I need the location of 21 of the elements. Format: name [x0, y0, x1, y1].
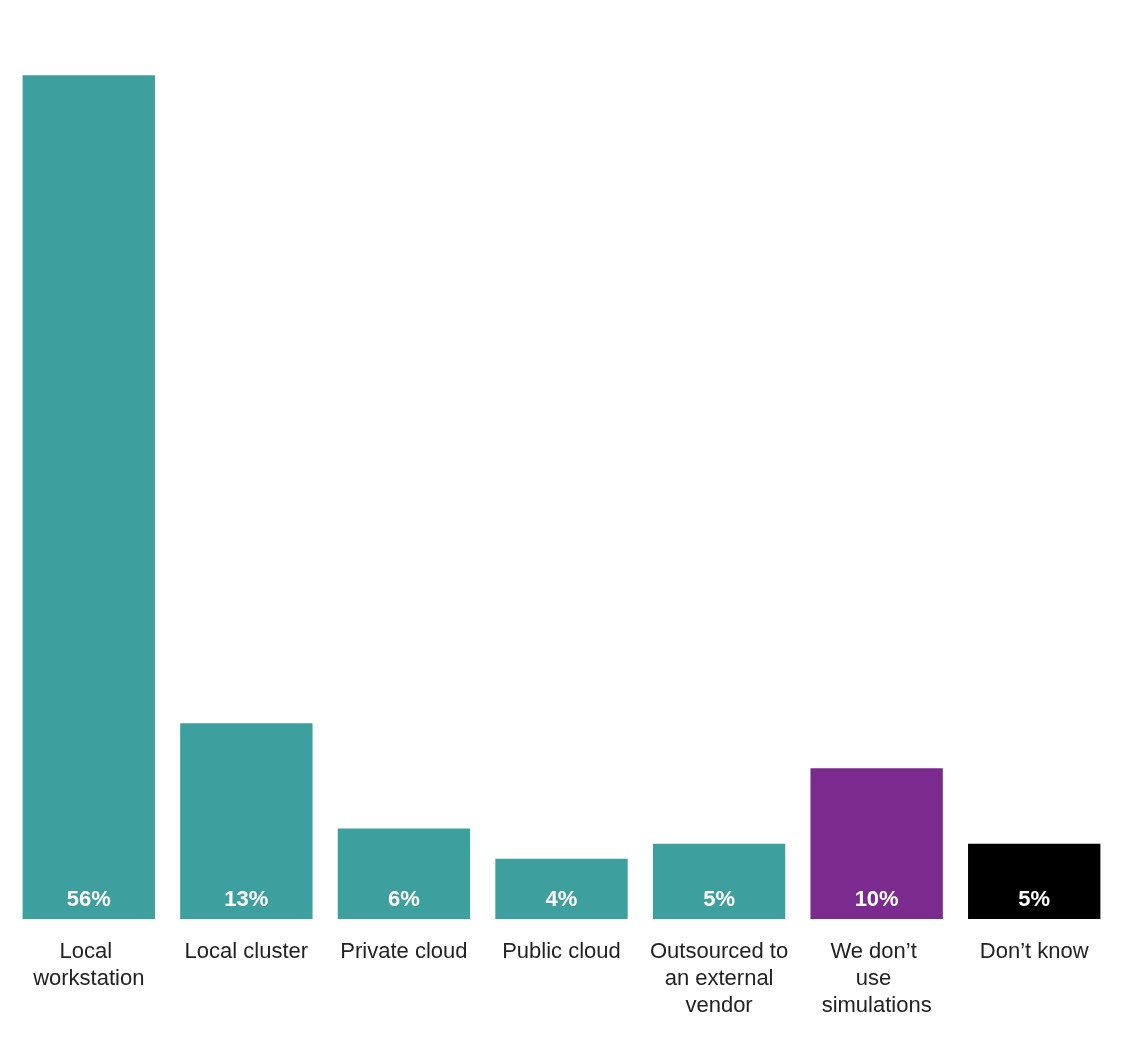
x-tick-label: Public cloud	[502, 938, 621, 963]
data-label: 4%	[545, 885, 578, 911]
x-tick-label: Local cluster	[184, 938, 309, 963]
data-label: 10%	[854, 885, 899, 911]
x-tick-label: Private cloud	[340, 938, 468, 963]
x-tick-label: Outsourced to an external vendor	[649, 938, 789, 1017]
bar	[968, 843, 1101, 919]
data-label: 5%	[703, 885, 735, 911]
bar	[337, 828, 471, 919]
data-label: 56%	[66, 885, 111, 911]
bar	[810, 768, 943, 919]
bar	[495, 858, 628, 919]
x-tick-label: Local workstation	[32, 938, 145, 990]
data-label: 13%	[224, 885, 269, 911]
bar	[180, 723, 313, 919]
x-tick-label: We don’t use simulations	[821, 938, 932, 1017]
bar	[22, 75, 155, 919]
data-label: 5%	[1018, 885, 1051, 911]
bar	[652, 843, 786, 919]
data-label: 6%	[388, 885, 420, 911]
x-tick-label: Don’t know	[979, 938, 1089, 963]
